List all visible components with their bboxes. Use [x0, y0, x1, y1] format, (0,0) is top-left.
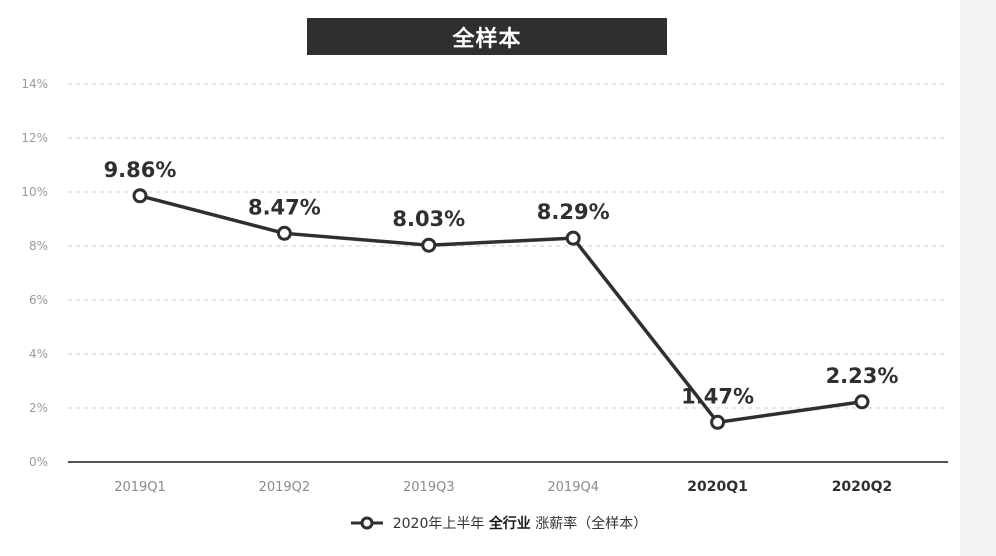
data-label: 2.23% — [826, 364, 899, 388]
y-tick-label: 6% — [29, 293, 48, 307]
data-label: 1.47% — [681, 384, 754, 408]
data-point — [565, 230, 581, 246]
x-tick-label: 2019Q2 — [259, 480, 311, 495]
data-point — [710, 414, 726, 430]
legend-emphasis: 全行业 — [488, 516, 531, 532]
legend-suffix: 涨薪率（全样本） — [535, 516, 648, 532]
legend-label: 2020年上半年 全行业 涨薪率（全样本） — [393, 513, 648, 533]
data-label: 9.86% — [104, 158, 177, 182]
gridlines — [68, 83, 948, 409]
legend-prefix: 2020年上半年 — [392, 516, 485, 532]
data-point — [421, 237, 437, 253]
legend-line-marker-icon — [350, 516, 383, 530]
y-tick-label: 0% — [29, 455, 48, 469]
data-label: 8.47% — [248, 195, 321, 219]
data-points — [132, 188, 870, 430]
legend: 2020年上半年 全行业 涨薪率（全样本） — [0, 510, 996, 536]
data-point — [276, 225, 292, 241]
chart-title: 全样本 — [307, 18, 667, 55]
y-tick-label: 14% — [21, 77, 48, 91]
x-tick-label: 2019Q1 — [114, 480, 166, 495]
x-tick-label: 2020Q1 — [687, 479, 748, 495]
series-line — [139, 194, 863, 425]
data-point — [854, 394, 870, 410]
data-point — [132, 188, 148, 204]
right-edge-panel — [960, 0, 996, 556]
y-tick-label: 2% — [29, 401, 48, 415]
y-axis-ticks: 0% 2% 4% 6% 8% 10% 12% 14% — [21, 77, 48, 469]
y-tick-label: 4% — [29, 347, 48, 361]
data-labels: 9.86% 8.47% 8.03% 8.29% 1.47% 2.23% — [104, 158, 899, 409]
x-tick-label: 2019Q3 — [403, 480, 455, 495]
x-tick-label: 2020Q2 — [832, 479, 893, 495]
x-tick-label: 2019Q4 — [547, 480, 599, 495]
data-label: 8.03% — [392, 207, 465, 231]
y-tick-label: 12% — [21, 131, 48, 145]
x-axis-ticks: 2019Q1 2019Q2 2019Q3 2019Q4 2020Q1 2020Q2 — [114, 479, 892, 495]
line-chart: 0%2%4%6%8%10%12%14% 2019Q1 2019Q2 2019Q3 20… — [21, 77, 948, 495]
data-label: 8.29% — [537, 200, 610, 224]
y-tick-label: 10% — [21, 185, 48, 199]
y-tick-label: 8% — [29, 239, 48, 253]
